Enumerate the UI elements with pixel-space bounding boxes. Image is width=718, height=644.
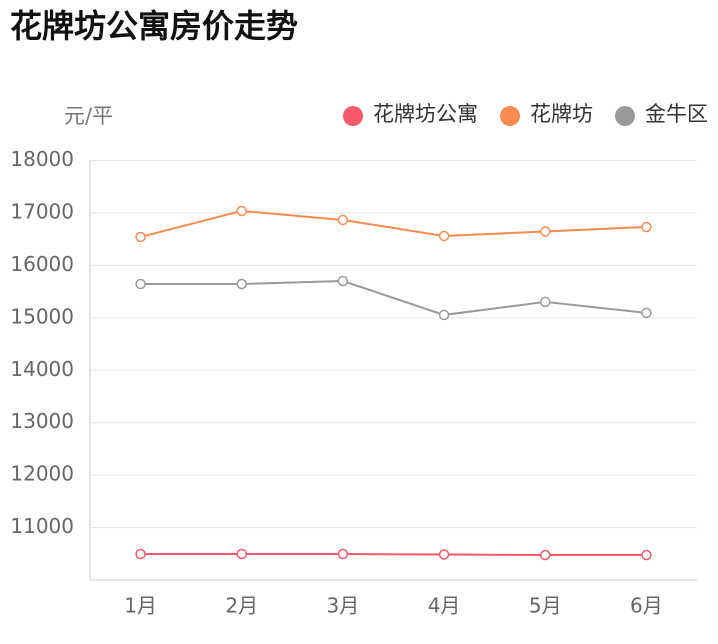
- x-tick-label: 6月: [630, 594, 663, 618]
- y-tick-label: 17000: [10, 199, 74, 223]
- legend-label: 花牌坊公寓: [373, 102, 478, 126]
- data-point: [438, 309, 450, 321]
- data-point: [540, 549, 551, 561]
- data-point: [337, 275, 349, 287]
- data-point: [540, 226, 551, 237]
- x-tick-label: 2月: [225, 594, 258, 618]
- x-tick-label: 4月: [428, 594, 461, 618]
- x-tick-label: 1月: [124, 594, 157, 618]
- y-tick-label: 11000: [10, 514, 74, 538]
- y-tick-label: 12000: [10, 462, 74, 486]
- x-tick-label: 3月: [327, 594, 360, 618]
- legend-marker: [500, 106, 520, 126]
- y-tick-label: 16000: [10, 252, 74, 276]
- legend-marker: [615, 106, 635, 126]
- series-line: [140, 279, 647, 316]
- data-point: [641, 221, 652, 233]
- y-tick-label: 13000: [10, 409, 74, 433]
- series-line: [140, 552, 647, 556]
- y-tick-label: 18000: [10, 147, 74, 171]
- x-tick-label: 5月: [529, 594, 562, 618]
- legend-marker: [343, 106, 363, 126]
- data-point: [337, 548, 349, 560]
- data-point: [641, 549, 652, 561]
- data-point: [135, 278, 146, 290]
- data-point: [135, 231, 146, 243]
- data-point: [236, 205, 247, 217]
- legend-label: 花牌坊: [530, 102, 593, 126]
- y-tick-label: 15000: [10, 304, 74, 328]
- data-point: [236, 278, 247, 290]
- data-point: [641, 307, 652, 319]
- data-point: [438, 549, 450, 560]
- data-point: [540, 296, 551, 308]
- data-point: [135, 548, 146, 560]
- y-tick-label: 14000: [10, 357, 74, 381]
- chart-title: 花牌坊公寓房价走势: [10, 7, 298, 45]
- legend-label: 金牛区: [645, 102, 708, 126]
- y-axis-label: 元/平: [64, 104, 113, 128]
- data-point: [236, 548, 247, 560]
- data-point: [438, 230, 450, 242]
- series-line: [140, 209, 647, 238]
- data-point: [337, 214, 349, 226]
